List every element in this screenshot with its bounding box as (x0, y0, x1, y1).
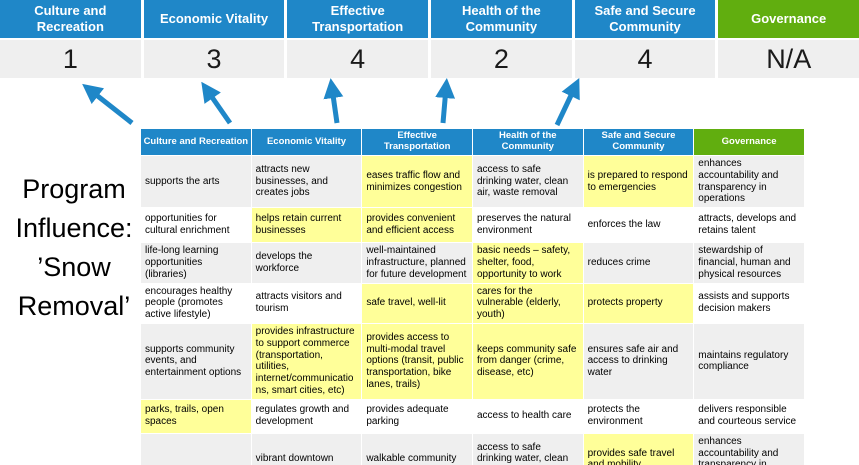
matrix-row: vibrant downtown walkable community access… (140, 432, 805, 465)
score-health-of-the-community: 2 (431, 40, 572, 78)
matrix-cell: enforces the law (582, 207, 695, 244)
matrix-cell: opportunities for cultural enrichment (140, 207, 252, 244)
matrix-cell: enhances accountability and transparency… (693, 432, 805, 465)
up-arrow-icon (82, 83, 134, 125)
matrix-cell: walkable community (361, 432, 473, 465)
matrix-cell: assists and supports decision makers (693, 282, 805, 324)
priority-header-economic-vitality: Economic Vitality (143, 0, 285, 38)
matrix-cell: preserves the natural environment (471, 207, 584, 244)
score-governance: N/A (718, 40, 859, 78)
matrix-cell: stewardship of financial, human and phys… (693, 242, 805, 284)
priority-header-culture-and-recreation: Culture and Recreation (0, 0, 141, 38)
matrix-cell: helps retain current businesses (250, 207, 363, 244)
score-culture-and-recreation: 1 (0, 40, 141, 78)
priority-matrix-table: Culture and Recreation Economic Vitality E… (140, 128, 805, 465)
matrix-cell: life-long learning opportunities (librar… (140, 242, 252, 284)
matrix-cell: protects the environment (582, 398, 695, 434)
matrix-header-safe-and-secure-community: Safe and Secure Community (582, 128, 695, 156)
up-arrow-icon (554, 77, 580, 127)
matrix-cell: supports community events, and entertain… (140, 322, 252, 400)
matrix-header-health-of-the-community: Health of the Community (471, 128, 584, 156)
matrix-cell: supports the arts (140, 154, 252, 209)
priority-header-health-of-the-community: Health of the Community (431, 0, 572, 38)
matrix-cell: attracts visitors and tourism (250, 282, 363, 324)
matrix-header-effective-transportation: Effective Transportation (361, 128, 473, 156)
matrix-cell (140, 432, 252, 465)
matrix-cell: provides convenient and efficient access (361, 207, 473, 244)
matrix-row: encourages healthy people (promotes acti… (140, 282, 805, 324)
matrix-cell: reduces crime (582, 242, 695, 284)
matrix-cell: provides infrastructure to support comme… (250, 322, 363, 400)
matrix-cell: ensures safe air and access to drinking … (582, 322, 695, 400)
matrix-cell: vibrant downtown (250, 432, 363, 465)
priority-header-safe-and-secure-community: Safe and Secure Community (574, 0, 716, 38)
matrix-row: parks, trails, open spaces regulates grow… (140, 398, 805, 434)
score-row: 1 3 4 2 4 N/A (0, 40, 859, 78)
matrix-cell: safe travel, well-lit (361, 282, 473, 324)
matrix-cell: regulates growth and development (250, 398, 363, 434)
matrix-header-row: Culture and Recreation Economic Vitality E… (140, 128, 805, 156)
matrix-cell: eases traffic flow and minimizes congest… (361, 154, 473, 209)
matrix-cell: maintains regulatory compliance (693, 322, 805, 400)
matrix-cell: access to safe drinking water, clean air… (471, 154, 584, 209)
score-mapping-arrows (82, 77, 580, 127)
matrix-cell: delivers responsible and courteous servi… (693, 398, 805, 434)
up-arrow-icon (201, 81, 233, 125)
score-effective-transportation: 4 (287, 40, 429, 78)
matrix-cell: provides access to multi-modal travel op… (361, 322, 473, 400)
matrix-cell: encourages healthy people (promotes acti… (140, 282, 252, 324)
priority-header-governance: Governance (718, 0, 859, 38)
matrix-cell: is prepared to respond to emergencies (582, 154, 695, 209)
score-economic-vitality: 3 (143, 40, 285, 78)
matrix-cell: basic needs – safety, shelter, food, opp… (471, 242, 584, 284)
up-arrow-icon (323, 78, 344, 124)
up-arrow-icon (435, 78, 456, 124)
matrix-header-governance: Governance (693, 128, 805, 156)
score-safe-and-secure-community: 4 (574, 40, 716, 78)
matrix-row: supports the arts attracts new businesses… (140, 154, 805, 209)
matrix-cell: provides safe travel and mobility (582, 432, 695, 465)
matrix-header-economic-vitality: Economic Vitality (250, 128, 363, 156)
matrix-cell: well-maintained infrastructure, planned … (361, 242, 473, 284)
matrix-cell: provides adequate parking (361, 398, 473, 434)
matrix-body: supports the arts attracts new businesses… (140, 154, 805, 465)
program-influence-title: Program Influence: ’Snow Removal’ (15, 174, 133, 322)
matrix-cell: protects property (582, 282, 695, 324)
matrix-cell: access to safe drinking water, clean air… (471, 432, 584, 465)
matrix-cell: access to health care (471, 398, 584, 434)
matrix: Culture and Recreation Economic Vitality E… (140, 128, 805, 465)
matrix-row: life-long learning opportunities (librar… (140, 242, 805, 284)
matrix-row: supports community events, and entertain… (140, 322, 805, 400)
matrix-cell: develops the workforce (250, 242, 363, 284)
priority-header-row: Culture and Recreation Economic Vitality E… (0, 0, 859, 38)
matrix-cell: cares for the vulnerable (elderly, youth… (471, 282, 584, 324)
matrix-cell: enhances accountability and transparency… (693, 154, 805, 209)
priority-header-effective-transportation: Effective Transportation (287, 0, 429, 38)
matrix-cell: parks, trails, open spaces (140, 398, 252, 434)
matrix-cell: attracts, develops and retains talent (693, 207, 805, 244)
matrix-cell: attracts new businesses, and creates job… (250, 154, 363, 209)
matrix-header-culture-and-recreation: Culture and Recreation (140, 128, 252, 156)
matrix-row: opportunities for cultural enrichment hel… (140, 207, 805, 244)
matrix-cell: keeps community safe from danger (crime,… (471, 322, 584, 400)
